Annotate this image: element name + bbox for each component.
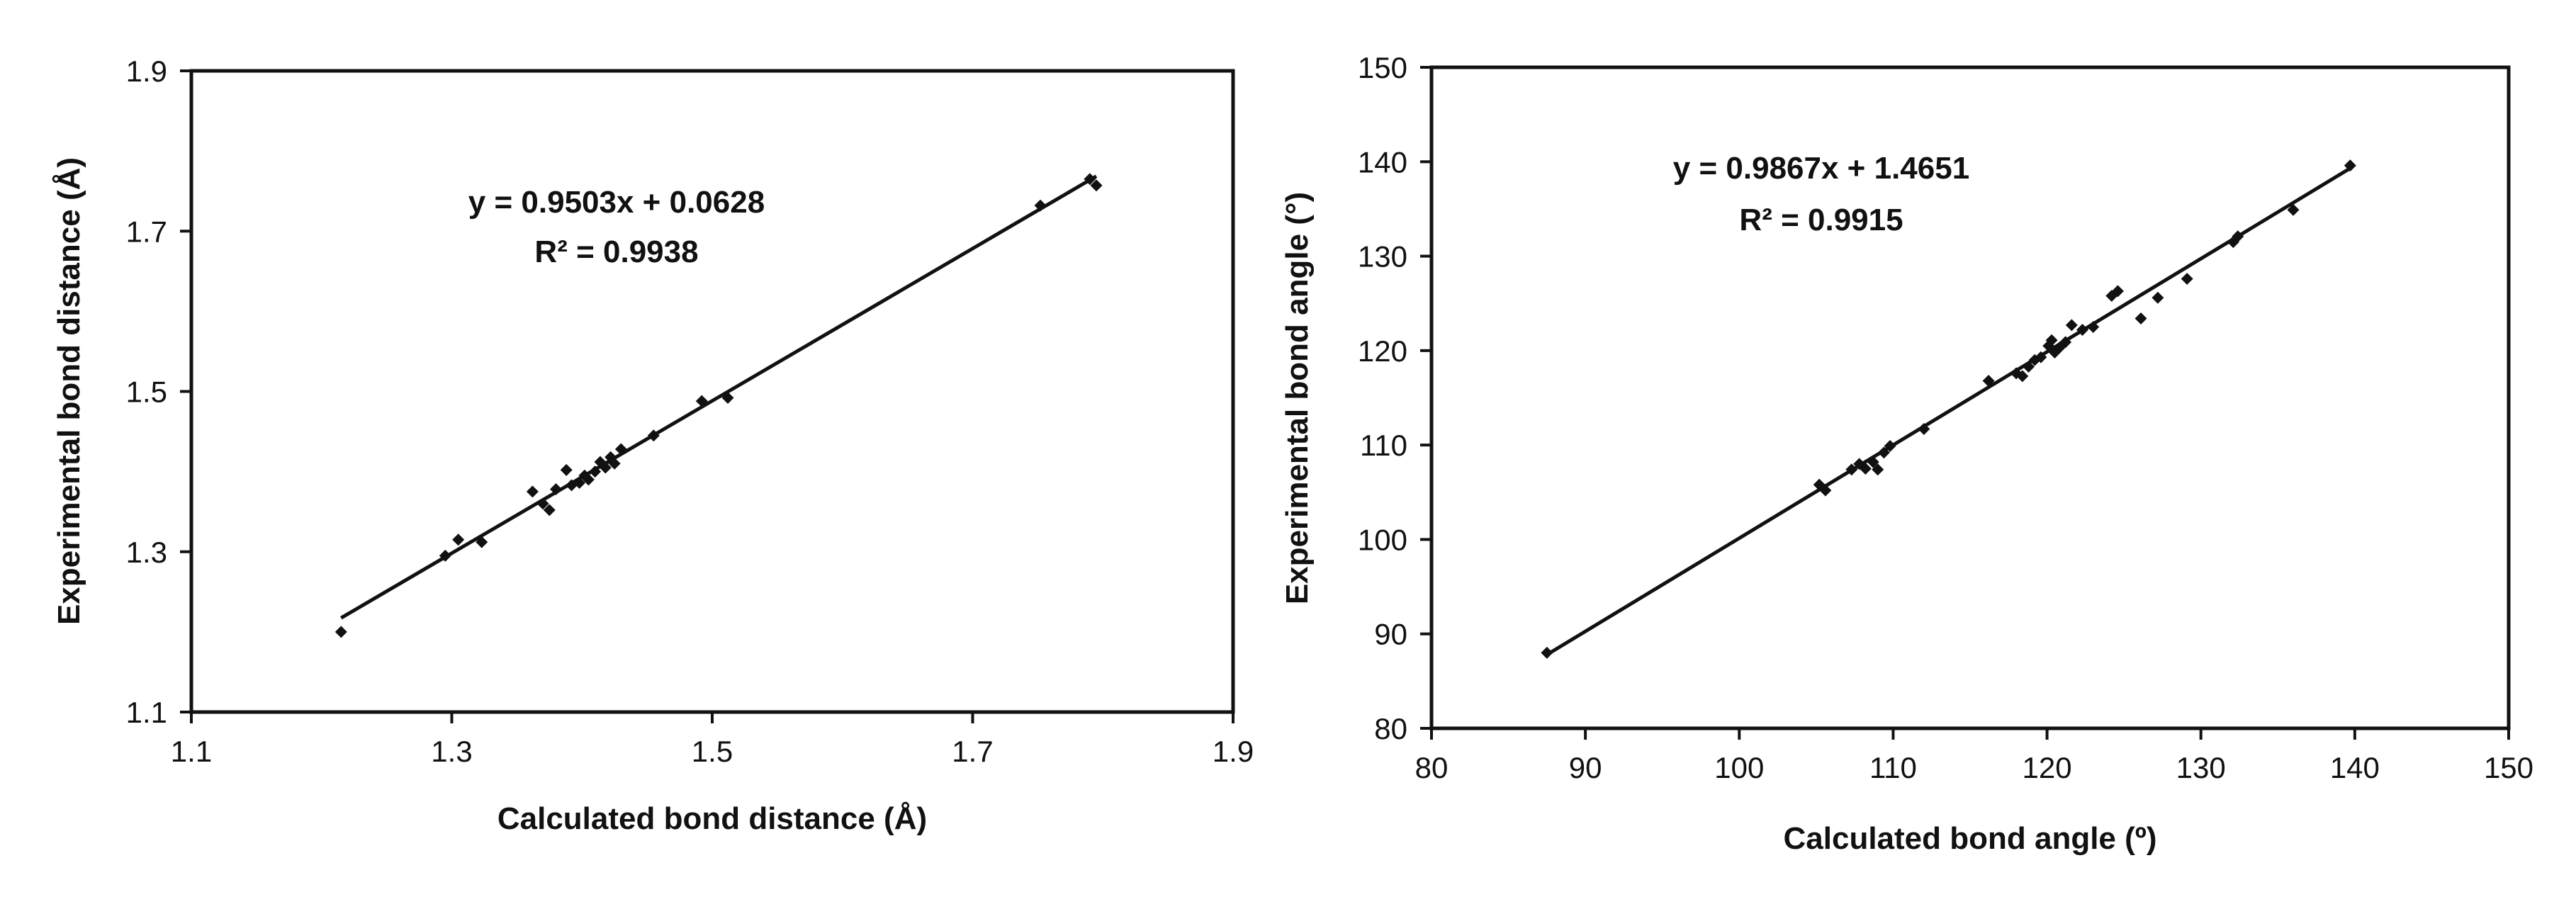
x-tick-label: 80 xyxy=(1415,751,1449,784)
y-axis-ticks: 80 90 100 110 120 130 140 150 xyxy=(1358,51,1432,745)
data-point xyxy=(1845,463,1858,476)
y-tick-label: 140 xyxy=(1358,145,1407,179)
y-tick-label: 1.1 xyxy=(126,696,167,729)
y-tick-label: 150 xyxy=(1358,51,1407,84)
data-point xyxy=(2016,370,2029,383)
data-point xyxy=(1872,463,1884,476)
x-axis-title: Calculated bond distance (Å) xyxy=(497,801,927,836)
y-tick-label: 100 xyxy=(1358,523,1407,556)
x-tick-label: 130 xyxy=(2176,751,2226,784)
trendline-equation: y = 0.9867x + 1.4651 xyxy=(1673,151,1969,186)
y-tick-label: 1.7 xyxy=(126,215,167,248)
x-tick-label: 1.9 xyxy=(1213,735,1254,768)
x-tick-label: 1.7 xyxy=(952,735,993,768)
y-axis-ticks: 1.1 1.3 1.5 1.7 1.9 xyxy=(126,55,191,729)
y-tick-label: 80 xyxy=(1374,712,1407,745)
data-point xyxy=(1867,456,1879,468)
x-axis-ticks: 1.1 1.3 1.5 1.7 1.9 xyxy=(171,712,1254,768)
x-tick-label: 100 xyxy=(1714,751,1764,784)
r-squared-label: R² = 0.9915 xyxy=(1739,203,1903,237)
data-points xyxy=(334,173,1103,638)
data-point xyxy=(476,536,488,548)
data-point xyxy=(334,626,347,638)
data-point xyxy=(452,533,465,546)
trendline xyxy=(340,174,1098,620)
data-point xyxy=(439,549,451,562)
x-tick-label: 90 xyxy=(1569,751,1602,784)
data-point xyxy=(543,504,556,516)
data-point xyxy=(536,497,549,510)
x-tick-label: 110 xyxy=(1869,751,1917,784)
r-squared-label: R² = 0.9938 xyxy=(534,235,698,269)
data-point xyxy=(1819,484,1832,497)
data-point xyxy=(695,395,708,407)
trendline xyxy=(1546,166,2353,657)
x-tick-label: 140 xyxy=(2330,751,2380,784)
bond-distance-chart: 1.1 1.3 1.5 1.7 1.9 1.1 1.3 1.5 1.7 1.9 y = 0.95… xyxy=(52,55,1254,836)
x-axis-title: Calculated bond angle (º) xyxy=(1784,821,2157,856)
y-tick-label: 1.3 xyxy=(126,536,167,569)
data-point xyxy=(721,392,734,405)
y-tick-label: 1.5 xyxy=(126,376,167,409)
data-point xyxy=(589,465,602,478)
y-tick-label: 90 xyxy=(1374,618,1407,651)
x-tick-label: 1.3 xyxy=(431,735,472,768)
x-tick-label: 120 xyxy=(2023,751,2072,784)
x-axis-ticks: 80 90 100 110 120 130 140 150 xyxy=(1415,728,2533,784)
data-point xyxy=(1982,375,1995,387)
data-point xyxy=(1877,446,1890,459)
data-point xyxy=(1918,422,1930,435)
data-point xyxy=(1884,439,1896,452)
y-tick-label: 130 xyxy=(1358,240,1407,273)
y-tick-label: 120 xyxy=(1358,334,1407,368)
data-point xyxy=(550,483,562,495)
data-point xyxy=(582,473,595,486)
data-point xyxy=(526,485,539,498)
y-axis-title: Experimental bond angle (°) xyxy=(1280,192,1315,604)
data-point xyxy=(599,461,612,474)
data-point xyxy=(1541,646,1553,659)
y-tick-label: 1.9 xyxy=(126,55,167,88)
data-point xyxy=(608,457,621,470)
x-tick-label: 1.5 xyxy=(692,735,733,768)
bond-angle-chart: 80 90 100 110 120 130 140 150 80 90 100 110 120 130 1… xyxy=(1280,51,2533,856)
data-point xyxy=(614,443,627,456)
data-point xyxy=(560,463,573,476)
data-point xyxy=(647,429,660,442)
x-tick-label: 150 xyxy=(2484,751,2533,784)
plot-frame xyxy=(1429,65,2511,730)
x-tick-label: 1.1 xyxy=(171,735,212,768)
data-point xyxy=(573,476,586,489)
data-point xyxy=(1859,462,1872,475)
trendline-equation: y = 0.9503x + 0.0628 xyxy=(468,185,765,220)
data-points xyxy=(1541,159,2356,659)
y-axis-title: Experimental bond distance (Å) xyxy=(52,157,86,625)
y-tick-label: 110 xyxy=(1360,429,1407,462)
